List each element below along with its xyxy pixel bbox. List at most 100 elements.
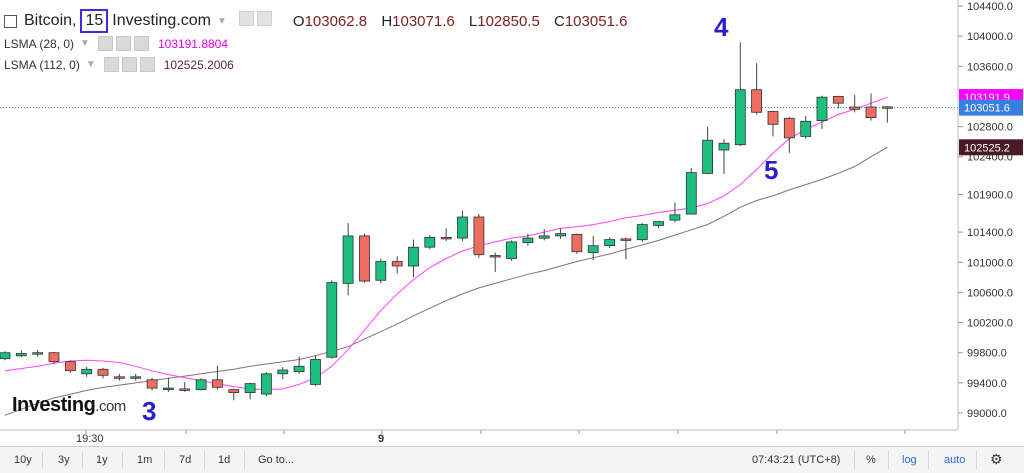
- interval-box[interactable]: 15: [80, 9, 109, 33]
- candle: [587, 235, 599, 260]
- candle: [391, 256, 403, 274]
- y-tick-label: 102800.0: [967, 122, 1013, 134]
- collapse-square-icon[interactable]: [4, 14, 17, 28]
- candle: [375, 258, 387, 284]
- candle: [440, 228, 452, 242]
- low-label: L: [468, 12, 478, 30]
- candle-body: [48, 352, 60, 363]
- candle: [146, 377, 158, 391]
- candle: [15, 350, 27, 358]
- y-tick-label: 99800.0: [967, 348, 1007, 360]
- candle: [653, 220, 664, 229]
- candle-body: [424, 236, 436, 248]
- candle-body: [506, 241, 517, 259]
- candle-body: [81, 368, 93, 375]
- x-tick-label: 9: [378, 433, 384, 445]
- candle: [538, 229, 550, 241]
- price-axis: 99000.0 99400.0 99800.0 100200.0 100600.0 101…: [957, 0, 1013, 430]
- candle: [489, 252, 501, 273]
- candle: [65, 360, 76, 374]
- logo-suffix: .com: [95, 398, 126, 415]
- candle-body: [783, 117, 795, 139]
- candle: [326, 280, 338, 359]
- settings-icon[interactable]: [238, 11, 254, 26]
- range-1y[interactable]: 1y: [96, 454, 108, 466]
- candle-body: [751, 89, 762, 113]
- candle: [244, 382, 256, 400]
- price-chart[interactable]: 99000.0 99400.0 99800.0 100200.0 100600.0 101…: [0, 0, 1024, 446]
- candle-body: [228, 389, 240, 394]
- low-value: 102850.5: [477, 12, 540, 30]
- candle: [522, 233, 534, 246]
- open-label: O: [292, 12, 305, 30]
- candle-body: [538, 235, 550, 239]
- gear-icon[interactable]: ⚙: [990, 451, 1003, 467]
- indicator-lsma112[interactable]: LSMA (112, 0) ▼ 102525.2006: [4, 57, 234, 72]
- range-7d[interactable]: 7d: [179, 454, 192, 466]
- range-1d[interactable]: 1d: [218, 454, 231, 466]
- candle: [685, 168, 697, 215]
- range-3y[interactable]: 3y: [58, 454, 70, 466]
- close-label: C: [554, 12, 565, 30]
- chevron-down-icon[interactable]: ▼: [85, 59, 96, 70]
- ohlc-values: O103062.8 H103071.6 L102850.5 C103051.6: [283, 13, 628, 30]
- eye-icon[interactable]: [103, 57, 119, 72]
- candle-body: [767, 111, 779, 125]
- candle: [604, 237, 615, 248]
- candle-body: [473, 216, 485, 256]
- candle: [882, 106, 893, 123]
- candles: [0, 42, 893, 401]
- candle: [211, 365, 223, 390]
- candle-body: [130, 376, 142, 379]
- candle-body: [636, 224, 648, 241]
- indicator-lsma28[interactable]: LSMA (28, 0) ▼ 103191.8804: [4, 36, 228, 51]
- candle: [81, 367, 93, 377]
- y-tick-label: 99400.0: [967, 378, 1007, 390]
- y-tick-label: 101900.0: [967, 189, 1013, 201]
- candle: [32, 349, 44, 357]
- auto-toggle[interactable]: auto: [944, 454, 966, 466]
- candle: [342, 223, 354, 296]
- lsma112-line: [4, 146, 888, 416]
- candle-body: [277, 369, 289, 375]
- candle-body: [391, 261, 403, 267]
- high-label: H: [381, 12, 393, 30]
- candle: [849, 94, 861, 113]
- goto-button[interactable]: Go to...: [258, 454, 295, 466]
- candle: [718, 139, 730, 175]
- candle-body: [359, 235, 370, 282]
- candle-body: [408, 246, 419, 267]
- candle: [669, 202, 681, 223]
- y-tick-label: 104000.0: [967, 31, 1013, 43]
- chart-header: Bitcoin, 15 Investing.com ▼ O103062.8 H1…: [4, 8, 627, 34]
- range-1m[interactable]: 1m: [137, 454, 153, 466]
- candle: [162, 377, 174, 392]
- indicator-value: 103191.8804: [157, 36, 229, 51]
- close-icon[interactable]: [139, 57, 155, 72]
- candle: [620, 237, 632, 260]
- percent-toggle[interactable]: %: [866, 454, 876, 466]
- price-tag: 102525.2: [959, 139, 1023, 156]
- log-toggle[interactable]: log: [902, 454, 917, 466]
- candle-body: [734, 89, 746, 146]
- candle: [832, 95, 844, 109]
- bottom-toolbar: 10y 3y 1y 1m 7d 1d Go to... 07:43:21 (UT…: [0, 446, 1024, 473]
- candle: [130, 373, 142, 381]
- close-icon[interactable]: [256, 11, 272, 26]
- gear-icon[interactable]: [121, 57, 137, 72]
- close-value: 103051.6: [564, 12, 628, 30]
- eye-icon[interactable]: [97, 36, 113, 51]
- candle-body: [179, 388, 191, 391]
- chevron-down-icon[interactable]: ▼: [216, 15, 227, 27]
- candle-body: [571, 233, 583, 253]
- symbol-name[interactable]: Bitcoin,: [24, 12, 77, 29]
- candle-body: [800, 120, 812, 137]
- chevron-down-icon[interactable]: ▼: [80, 38, 90, 49]
- candle-body: [326, 282, 338, 358]
- time-axis: 19:30 9: [0, 429, 958, 445]
- gear-icon[interactable]: [115, 36, 131, 51]
- candle-body: [293, 365, 305, 372]
- candle: [800, 116, 812, 139]
- range-10y[interactable]: 10y: [14, 454, 32, 466]
- close-icon[interactable]: [133, 36, 149, 51]
